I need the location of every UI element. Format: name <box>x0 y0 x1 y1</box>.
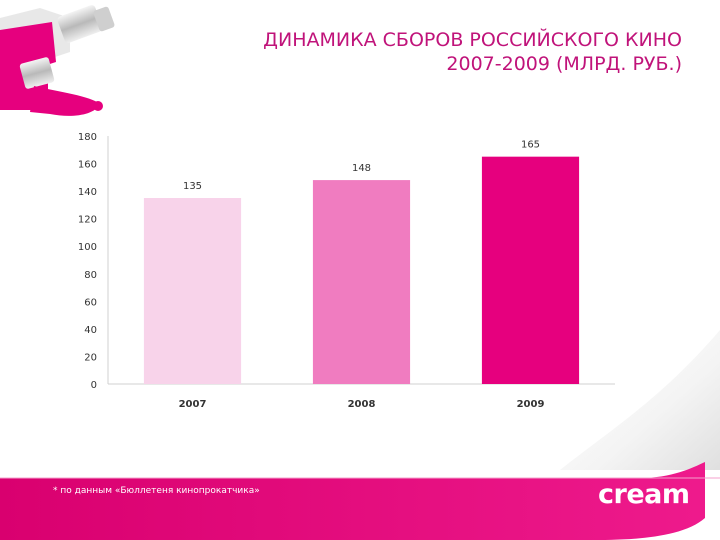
x-tick-label: 2008 <box>348 399 376 410</box>
y-tick-label: 40 <box>84 325 97 336</box>
y-tick-label: 0 <box>91 380 97 391</box>
y-tick-label: 100 <box>78 242 97 253</box>
y-tick-label: 80 <box>84 270 97 281</box>
y-tick-label: 140 <box>78 187 97 198</box>
x-tick-label: 2007 <box>179 399 207 410</box>
cream-logo: cream <box>598 479 690 510</box>
slide-title: ДИНАМИКА СБОРОВ РОССИЙСКОГО КИНО 2007-20… <box>162 28 682 76</box>
data-label: 135 <box>183 181 202 192</box>
bar <box>143 198 242 384</box>
y-tick-label: 160 <box>78 160 97 171</box>
y-tick-label: 60 <box>84 297 97 308</box>
bar <box>481 156 580 384</box>
bar <box>312 180 411 384</box>
title-line-1: ДИНАМИКА СБОРОВ РОССИЙСКОГО КИНО <box>263 29 682 51</box>
data-label: 165 <box>521 140 540 151</box>
footnote: * по данным «Бюллетеня кинопрокатчика» <box>53 486 260 496</box>
y-tick-label: 20 <box>84 352 97 363</box>
y-tick-label: 180 <box>78 132 97 143</box>
title-line-2: 2007-2009 (МЛРД. РУБ.) <box>446 53 682 75</box>
data-label: 148 <box>352 163 371 174</box>
x-tick-label: 2009 <box>517 399 545 410</box>
y-tick-label: 120 <box>78 215 97 226</box>
